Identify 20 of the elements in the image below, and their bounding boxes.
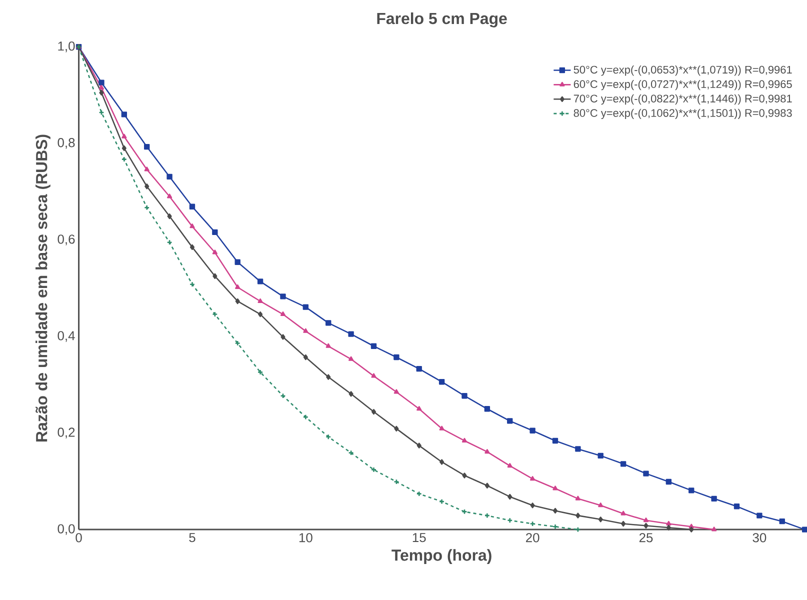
x-tick-label: 0 xyxy=(76,532,82,542)
y-tick-label: 0,8 xyxy=(58,138,75,149)
x-tick-label: 20 xyxy=(526,532,540,542)
legend-label: 60°C y=exp(-(0,0727)*x**(1,1249)) R=0,9965 xyxy=(574,80,792,90)
y-tick-label: 0,4 xyxy=(58,330,75,342)
legend-label: 50°C y=exp(-(0,0653)*x**(1,0719)) R=0,9961 xyxy=(574,65,792,76)
legend-label: 70°C y=exp(-(0,0822)*x**(1,1446)) R=0,9981 xyxy=(574,94,792,104)
x-tick-label: 25 xyxy=(639,532,653,542)
x-tick-label: 10 xyxy=(299,532,312,542)
x-axis-title: Tempo (hora) xyxy=(392,548,492,564)
y-tick-label: 0,0 xyxy=(58,524,75,535)
x-tick-label: 30 xyxy=(752,532,766,542)
y-axis-title: Razão de umidade em base seca (RUBS) xyxy=(36,134,50,442)
legend-label: 80°C y=exp(-(0,1062)*x**(1,1501)) R=0,9983 xyxy=(574,108,792,119)
y-tick-label: 0,2 xyxy=(58,427,75,438)
chart-title: Farelo 5 cm Page xyxy=(377,12,507,28)
y-tick-label: 1,0 xyxy=(58,41,75,52)
y-tick-label: 0,6 xyxy=(58,234,75,246)
x-tick-label: 5 xyxy=(189,532,196,542)
x-tick-label: 15 xyxy=(412,532,426,542)
